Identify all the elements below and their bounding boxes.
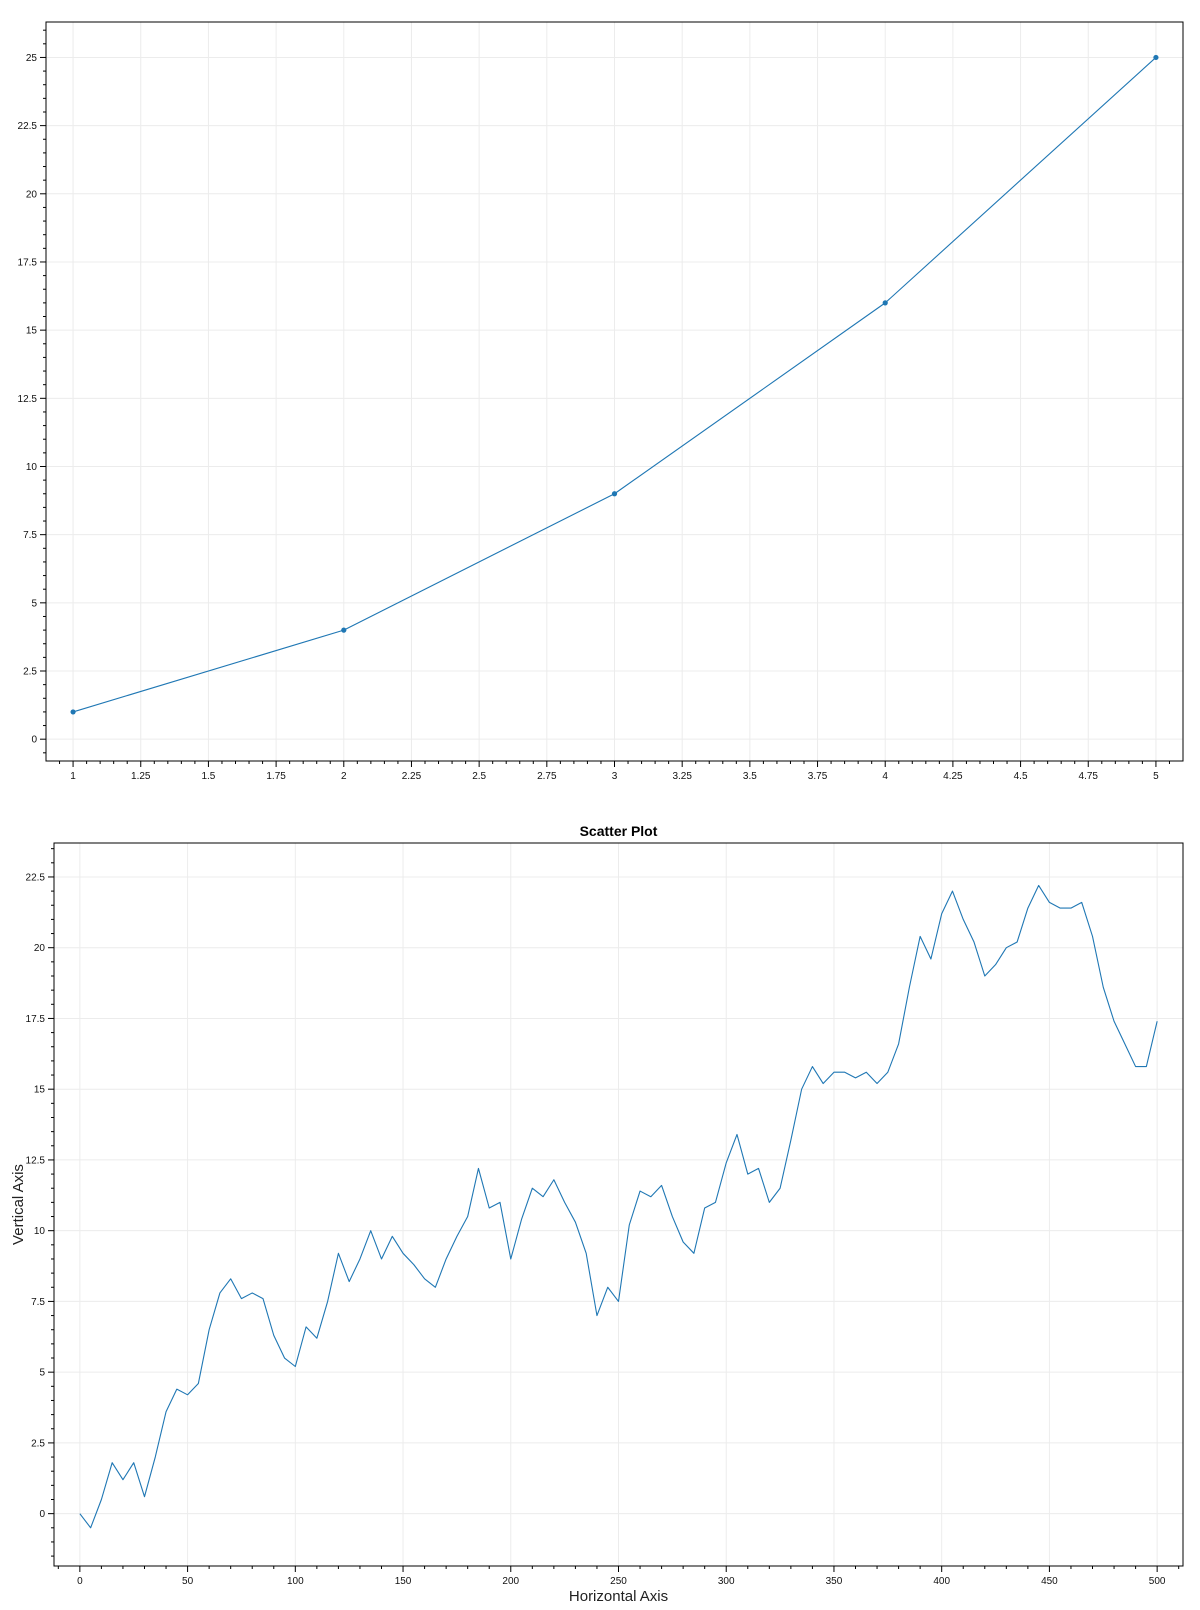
x-tick-label: 450 (1041, 1576, 1058, 1587)
x-tick-label: 500 (1149, 1576, 1166, 1587)
x-tick-label: 350 (826, 1576, 843, 1587)
y-tick-label: 15 (26, 326, 38, 337)
x-tick-label: 1.75 (266, 771, 286, 782)
data-point (882, 300, 888, 306)
x-tick-label: 3.75 (808, 771, 828, 782)
x-tick-label: 100 (287, 1576, 304, 1587)
x-tick-label: 250 (610, 1576, 627, 1587)
x-tick-label: 200 (502, 1576, 519, 1587)
y-tick-label: 22.5 (26, 872, 46, 883)
series-line (79, 884, 1158, 1529)
x-tick-label: 300 (718, 1576, 735, 1587)
x-tick-label: 3.25 (672, 771, 692, 782)
y-tick-label: 0 (39, 1509, 45, 1520)
x-tick-label: 1.5 (201, 771, 215, 782)
y-tick-label: 2.5 (23, 667, 37, 678)
y-tick-label: 12.5 (18, 394, 38, 405)
chart-1-squares: 1 1.25 1.5 1.75 2 2.25 2.5 2.75 3 3.25 3.5 3.75 4 4.2… (18, 21, 1184, 782)
x-tick-label: 4.5 (1014, 771, 1028, 782)
x-axis-title: Horizontal Axis (569, 1588, 668, 1605)
y-tick-label: 10 (34, 1226, 46, 1237)
y-tick-label: 5 (39, 1368, 45, 1379)
gridlines (46, 22, 1183, 761)
y-tick-label: 0 (31, 735, 37, 746)
y-tick-label: 20 (26, 189, 38, 200)
data-point (1153, 54, 1159, 61)
y-tick-label: 2.5 (31, 1438, 45, 1449)
y-tick-label: 20 (34, 943, 46, 954)
y-tick-label: 15 (34, 1085, 46, 1096)
y-tick-label: 7.5 (31, 1297, 45, 1308)
y-axis: 0 2.5 5 7.5 10 12.5 15 17.5 20 22.5 (26, 848, 54, 1557)
y-tick-label: 12.5 (26, 1155, 46, 1166)
x-tick-label: 1.25 (131, 771, 151, 782)
x-tick-label: 0 (77, 1576, 83, 1587)
x-tick-label: 400 (933, 1576, 950, 1587)
chart-title: Scatter Plot (580, 823, 658, 839)
x-tick-label: 2 (341, 771, 347, 782)
x-tick-label: 2.25 (402, 771, 422, 782)
y-tick-label: 17.5 (18, 257, 38, 268)
x-tick-label: 50 (182, 1576, 194, 1587)
x-tick-label: 5 (1153, 771, 1159, 782)
x-tick-label: 3.5 (743, 771, 757, 782)
x-tick-label: 2.75 (537, 771, 557, 782)
y-tick-label: 17.5 (26, 1014, 46, 1025)
gridlines (54, 843, 1183, 1566)
data-point (70, 709, 76, 715)
chart-2-random-walk: 0 50 100 150 200 250 300 350 400 450 500 0 2.5 5 7.5 10… (10, 823, 1184, 1605)
y-tick-label: 22.5 (18, 121, 38, 132)
x-axis: 0 50 100 150 200 250 300 350 400 450 500 (57, 1566, 1180, 1587)
x-tick-label: 150 (395, 1576, 412, 1587)
x-tick-label: 3 (612, 771, 618, 782)
data-point (341, 627, 347, 633)
data-point (611, 491, 618, 497)
y-axis: 0 2.5 5 7.5 10 12.5 15 17.5 20 22.5 25 (18, 29, 46, 754)
y-tick-label: 25 (26, 53, 38, 64)
x-tick-label: 1 (70, 771, 76, 782)
y-tick-label: 7.5 (23, 530, 37, 541)
x-tick-label: 2.5 (472, 771, 486, 782)
y-tick-label: 10 (26, 462, 38, 473)
y-axis-title: Vertical Axis (10, 1164, 27, 1245)
x-tick-label: 4.25 (943, 771, 963, 782)
x-tick-label: 4.75 (1079, 771, 1099, 782)
x-tick-label: 4 (882, 771, 888, 782)
x-axis: 1 1.25 1.5 1.75 2 2.25 2.5 2.75 3 3.25 3.5 3.75 4 4.2… (59, 761, 1170, 782)
y-tick-label: 5 (31, 598, 37, 609)
